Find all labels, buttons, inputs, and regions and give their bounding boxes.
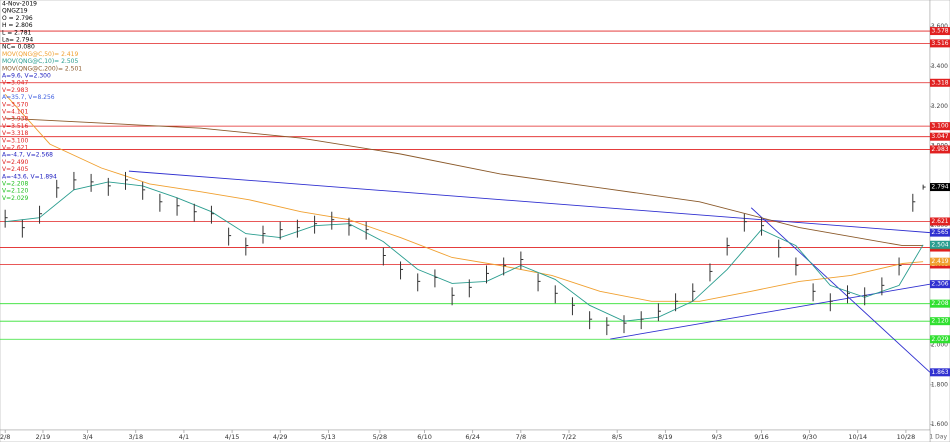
last-price-box [930,183,950,192]
header-line: V=2.120 [2,188,28,195]
header-line: La= 2.794 [2,37,33,44]
y-tick-label: 3.400 [931,63,948,70]
level-label: 3.047 [931,133,948,140]
trend-line [750,207,931,373]
trend-line [128,170,931,234]
level-label: 2.983 [931,146,948,153]
header-line: V=3.516 [2,123,28,130]
level-box [930,39,950,48]
level-box [930,122,950,131]
header-line: V=3.938 [2,116,28,123]
level-box [930,299,950,308]
x-tick-label: 7/22 [562,433,577,441]
time-axis [0,429,931,442]
x-tick-label: 7/8 [516,433,526,441]
level-box [930,335,950,344]
level-label: 3.516 [931,40,948,47]
x-tick-label: 9/3 [712,433,722,441]
ma-label: 2.504 [931,241,948,248]
header-line: A=-43.6, V=1.894 [2,173,57,180]
header-line: V=3.047 [2,80,28,87]
ma-label: 2.419 [931,258,948,265]
trend-box [930,228,950,237]
last-price-label: 2.794 [931,184,948,191]
y-tick-label: 2.000 [931,342,948,349]
trend-label: 1.863 [931,369,948,376]
x-tick-label: 4/15 [225,433,240,441]
level-box [930,132,950,141]
level-box [930,317,950,326]
level-label: 3.318 [931,79,948,86]
x-tick-label: 5/13 [321,433,336,441]
plot-area [0,0,931,431]
y-tick-label: 3.600 [931,23,948,30]
trend-label: 2.565 [931,229,948,236]
level-box [930,78,950,87]
trend-box [930,368,950,377]
header-line: A=-4.7, V=2.568 [2,152,53,159]
header-line: L = 2.781 [2,29,32,36]
x-tick-label: 5/28 [373,433,388,441]
y-tick-label: 1.800 [931,381,948,388]
x-tick-label: 4/29 [273,433,288,441]
x-tick-label: 10/28 [897,433,916,441]
x-tick-label: 2/8 [0,433,10,441]
header-line: V=3.318 [2,130,28,137]
level-label: 3.578 [931,28,948,35]
timeframe: 1 Day [929,434,947,441]
x-tick-label: 3/4 [82,433,92,441]
header-line: A=9.6, V=2.300 [2,73,51,80]
header-line: H = 2.806 [2,22,33,29]
header-line: V=2.029 [2,195,28,202]
y-tick-label: 1.600 [931,421,948,428]
header-line: MOV(QNG@C,10)= 2.505 [2,58,78,65]
y-tick-label: 2.600 [931,222,948,229]
level-box [930,217,950,226]
x-tick-label: 3/18 [128,433,143,441]
header-line: O = 2.796 [2,15,33,22]
header-line: V=2.621 [2,145,28,152]
x-tick-label: 8/19 [658,433,673,441]
ma-box [930,240,950,249]
level-box [930,145,950,154]
header-line: QNGZ19 [2,8,28,15]
level-label: 3.100 [931,123,948,130]
y-tick-label: 3.200 [931,103,948,110]
moving-average [4,93,924,302]
header-line: MOV(QNG@C,200)= 2.501 [2,65,82,72]
level-label: 2.208 [931,300,948,307]
x-tick-label: 4/1 [179,433,189,441]
header-line: 4-Nov-2019 [2,1,37,8]
header-line: NC= 0.080 [2,44,35,51]
x-tick-label: 6/10 [417,433,432,441]
level-label: 2.621 [931,218,948,225]
x-tick-label: 9/16 [754,433,769,441]
x-tick-label: 9/30 [802,433,817,441]
moving-average [5,117,924,247]
header-line: A=35.7, V=8.256 [2,94,55,101]
ma-box [930,257,950,266]
header-line: V=2.405 [2,166,28,173]
header-line: V=3.100 [2,137,28,144]
header-line: MOV(QNG@C,50)= 2.419 [2,51,78,58]
level-label: 2.120 [931,318,948,325]
x-tick-label: 8/5 [612,433,622,441]
trend-label: 2.306 [931,281,948,288]
x-tick-label: 10/14 [848,433,867,441]
trend-box [930,280,950,289]
level-label: 2.029 [931,336,948,343]
header-line: V=2.983 [2,87,28,94]
header-line: V=2.490 [2,159,28,166]
header-line: V=2.208 [2,181,28,188]
level-box [930,27,950,36]
x-tick-label: 2/19 [36,433,51,441]
header-line: V=3.570 [2,101,28,108]
x-tick-label: 6/24 [465,433,480,441]
header-line: V=4.101 [2,109,28,116]
